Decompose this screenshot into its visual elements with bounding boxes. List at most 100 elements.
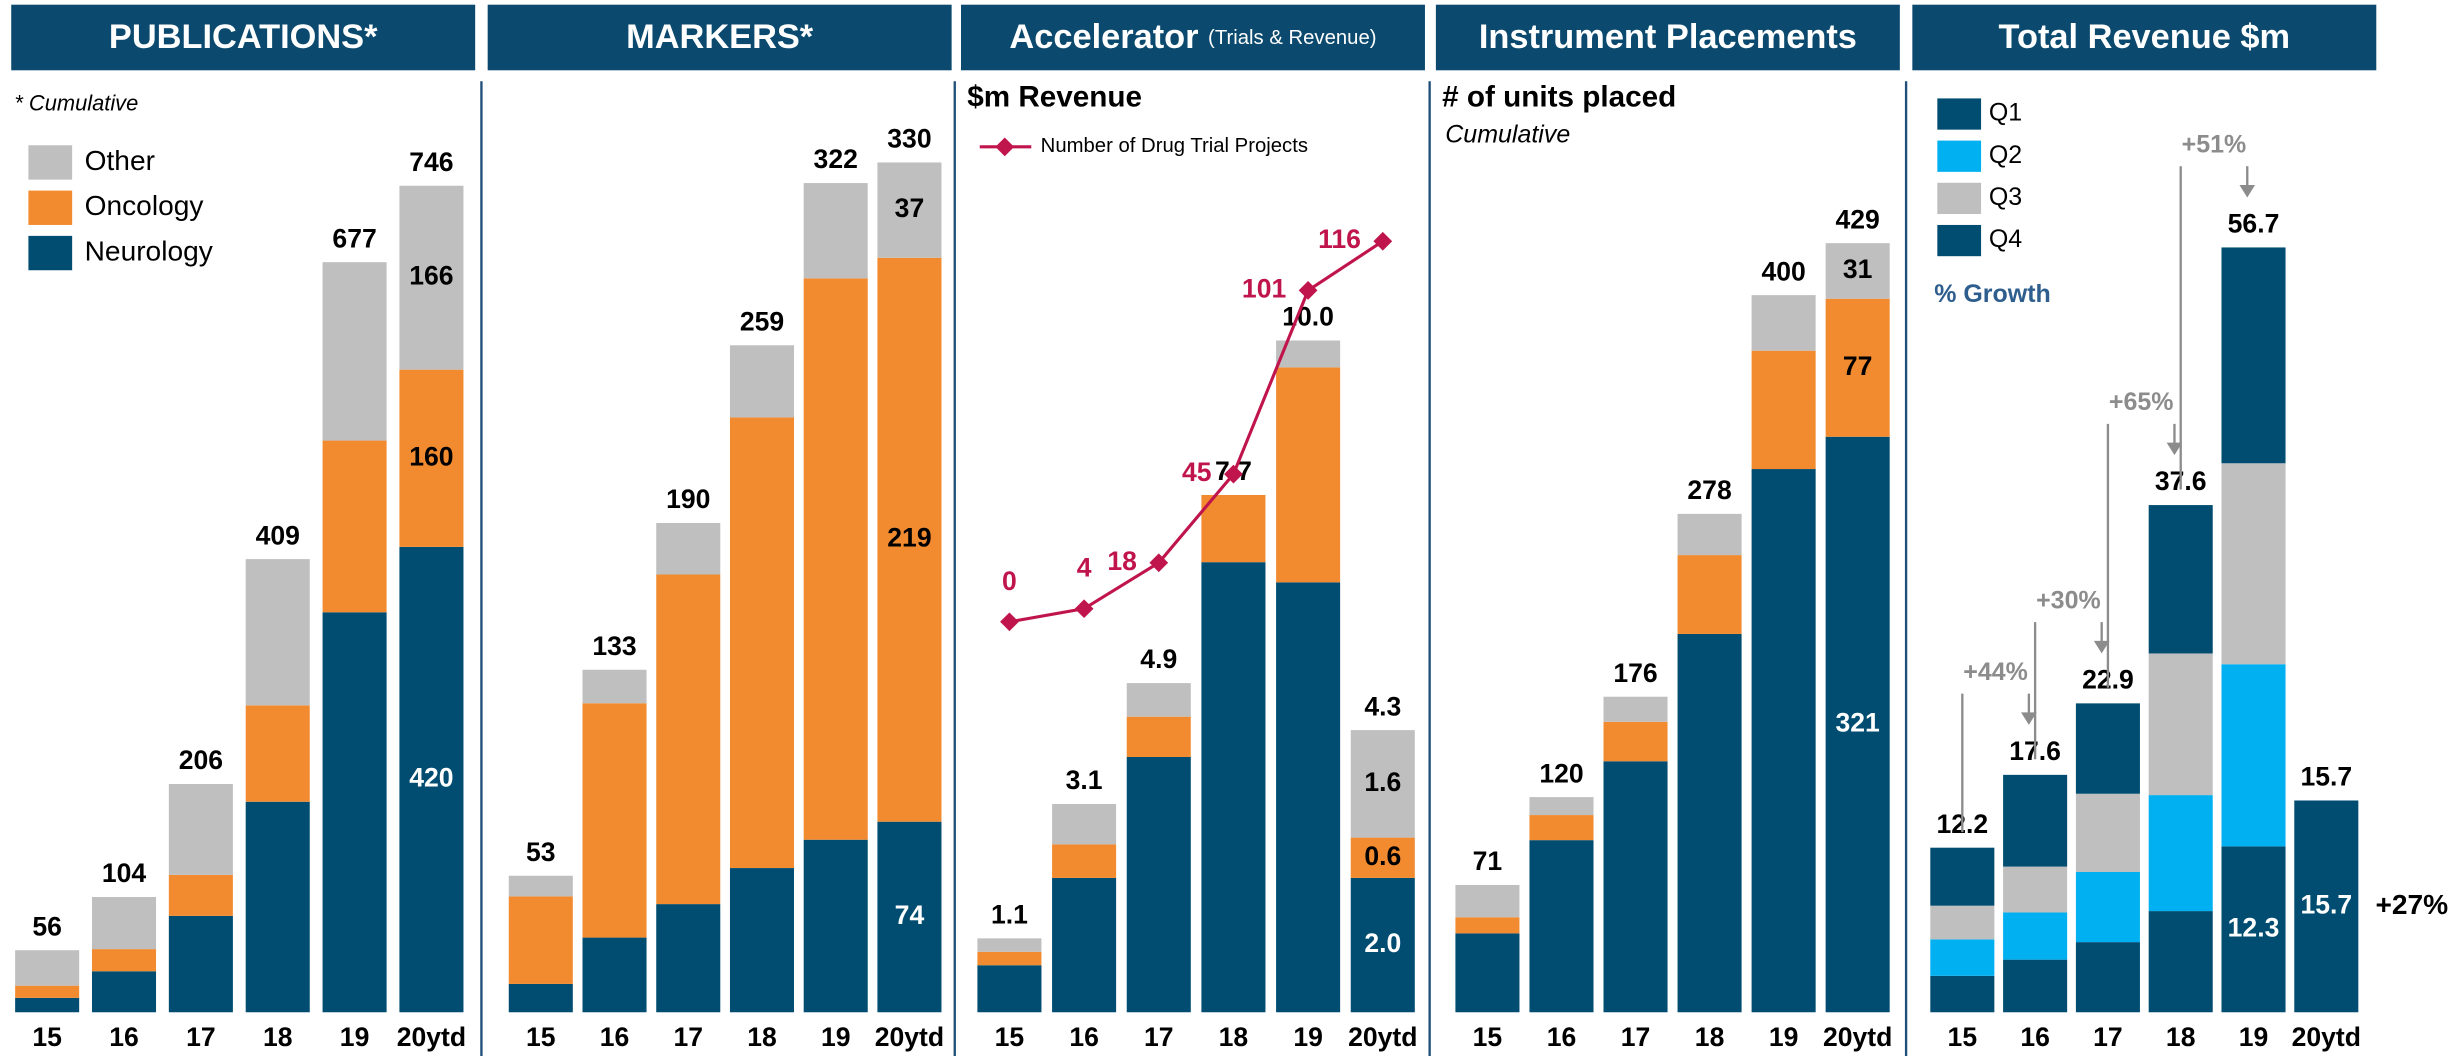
bar-segment: [1930, 939, 1995, 976]
total-label: 15.7: [2300, 762, 2352, 792]
legend-swatch: [1937, 182, 1982, 215]
bar-segment: [1126, 683, 1191, 717]
bar-segment: [1930, 847, 1995, 906]
line-marker: [1149, 553, 1169, 573]
bar-segment: [168, 874, 233, 916]
total-label: 104: [102, 858, 147, 888]
segment-label: 77: [1843, 351, 1873, 381]
growth-arrowhead: [2239, 184, 2256, 198]
growth-label: +65%: [2109, 388, 2174, 416]
chart-title: Total Revenue $m: [1999, 18, 2291, 56]
title-text: Instrument Placements: [1479, 18, 1857, 56]
bar-segment: [1052, 844, 1117, 878]
bar-segment: [729, 417, 795, 869]
line-label: 0: [1002, 566, 1017, 596]
header-bar: [1912, 4, 2377, 71]
header-bar: [487, 4, 952, 71]
bar-segment: [1201, 494, 1266, 563]
line: [1009, 239, 1384, 624]
line-marker: [1224, 464, 1243, 484]
x-tick-label: 17: [2093, 1022, 2123, 1052]
bar-segment: [1052, 804, 1117, 845]
bar-segment: [91, 897, 157, 950]
growth-arrowhead: [2093, 640, 2110, 654]
bar-segment: [1930, 975, 1995, 1013]
bar-segment: [1930, 905, 1995, 940]
segment-label: 31: [1843, 254, 1873, 284]
bar-segment: [877, 257, 942, 822]
total-label: 746: [409, 147, 453, 177]
x-tick-label: 15: [526, 1022, 556, 1052]
x-tick-label: 18: [2166, 1022, 2196, 1052]
bar-segment: [1825, 436, 1890, 1013]
header-bar: [11, 4, 476, 71]
segment-label: 1.6: [1364, 767, 1401, 797]
bar-segment: [582, 669, 647, 704]
x-tick-label: 15: [1473, 1022, 1503, 1052]
bar-segment: [2148, 795, 2213, 912]
x-tick-label: 16: [600, 1022, 630, 1052]
bar-segment: [508, 983, 573, 1013]
segment-label: 160: [409, 441, 453, 471]
growth-arrowhead: [2166, 442, 2183, 456]
bar-segment: [322, 612, 387, 1013]
x-tick-label: 19: [1293, 1022, 1323, 1052]
bar-segment: [1455, 884, 1520, 918]
bar-segment: [1350, 877, 1415, 1013]
total-label: 120: [1539, 758, 1583, 788]
x-tick-label: 20ytd: [2292, 1022, 2361, 1052]
total-label: 3.1: [1066, 765, 1103, 795]
chart-title: MARKERS*: [626, 18, 814, 56]
legend-label: Other: [85, 145, 155, 176]
bar-segment: [2294, 800, 2359, 1013]
note: Cumulative: [1445, 120, 1570, 148]
bar-segment: [2221, 463, 2286, 665]
x-tick-label: 17: [1621, 1022, 1651, 1052]
chart-title: Instrument Placements: [1479, 18, 1857, 56]
bar-segment: [803, 183, 868, 279]
bar-segment: [15, 985, 80, 998]
segment-label: 0.6: [1364, 841, 1401, 871]
bar-segment: [322, 262, 387, 441]
segment-label: 37: [895, 193, 925, 223]
bar-segment: [2221, 247, 2286, 464]
x-tick-label: 16: [1069, 1022, 1099, 1052]
bar-segment: [1350, 837, 1415, 878]
total-label: 278: [1687, 475, 1731, 505]
total-label: 1.1: [991, 900, 1028, 930]
header-bar: [1435, 4, 1900, 71]
x-tick-label: 15: [995, 1022, 1025, 1052]
bar-segment: [1126, 756, 1191, 1013]
segment-label: 12.3: [2228, 912, 2280, 942]
segment-label: 2.0: [1364, 928, 1401, 958]
bar-segment: [2075, 871, 2140, 943]
bar-segment: [977, 965, 1042, 1013]
chart-title: Accelerator (Trials & Revenue): [1009, 18, 1376, 56]
segment-label: 15.7: [2300, 889, 2352, 919]
x-tick-label: 20ytd: [1348, 1022, 1417, 1052]
total-label: 429: [1836, 204, 1880, 234]
legend-label: Q4: [1989, 225, 2022, 253]
total-label: 330: [887, 124, 931, 154]
total-label: 259: [740, 306, 784, 336]
bar-segment: [508, 896, 573, 984]
segment-label: 166: [409, 261, 453, 291]
bar-segment: [1052, 877, 1117, 1013]
title-text: PUBLICATIONS*: [109, 18, 378, 56]
legend-label: Neurology: [85, 235, 213, 266]
total-label: 56.7: [2228, 209, 2280, 239]
bar-segment: [1603, 721, 1668, 762]
legend-swatch: [1937, 224, 1982, 257]
bar-segment: [656, 904, 721, 1013]
legend-label: Number of Drug Trial Projects: [1041, 135, 1308, 157]
bar-segment: [803, 839, 868, 1013]
x-tick-label: 15: [32, 1022, 62, 1052]
line-marker: [1298, 281, 1318, 300]
total-label: 400: [1761, 256, 1805, 286]
bar-segment: [2148, 653, 2213, 796]
bar-segment: [1825, 298, 1890, 437]
bar-segment: [877, 821, 942, 1013]
bar-segment: [729, 345, 795, 418]
line-label: 45: [1182, 457, 1212, 487]
